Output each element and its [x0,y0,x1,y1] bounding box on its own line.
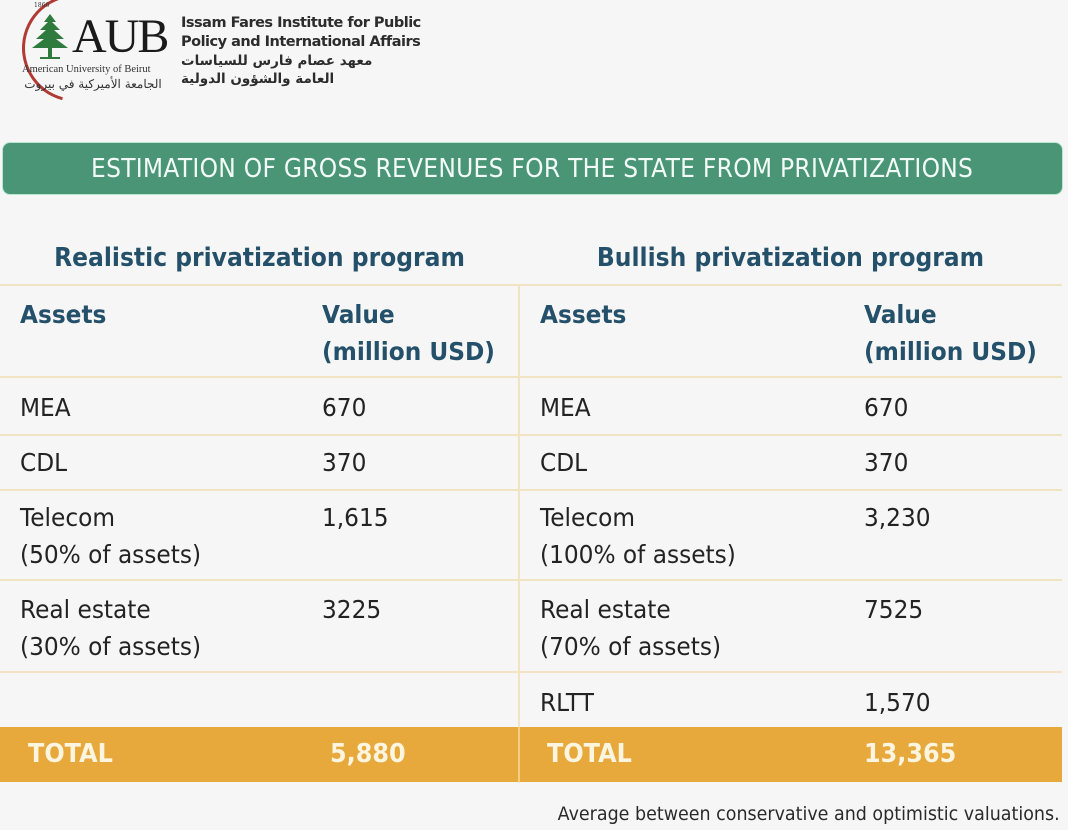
col-header-value: Value [864,300,937,329]
total-row [0,727,1062,782]
row-rule [0,489,1062,491]
column-divider [518,285,520,783]
col-header-assets: Assets [540,300,627,329]
page-title: ESTIMATION OF GROSS REVENUES FOR THE STA… [91,153,974,184]
asset-name: Real estate [540,595,671,624]
logo-year: 1866 [34,2,50,9]
cedar-tree-icon [32,14,68,59]
asset-name: CDL [20,448,68,477]
asset-name: RLTT [540,688,594,717]
asset-value: 370 [864,448,909,477]
asset-name: Telecom [540,503,635,532]
row-rule [0,434,1062,436]
asset-value: 1,615 [322,503,389,532]
total-label: TOTAL [547,739,632,769]
institute-name-en-2: Policy and International Affairs [181,34,421,50]
total-value: 5,880 [330,739,406,769]
aub-logo: 1866 AUB American University of Beirut ا… [2,0,170,122]
asset-note: (70% of assets) [540,632,722,661]
institute-name-en-1: Issam Fares Institute for Public [181,15,421,31]
footnote: Average between conservative and optimis… [557,803,1060,825]
logo-name-ar: الجامعة الأميركية في بيروت [24,77,162,91]
asset-name: Telecom [20,503,115,532]
asset-name: Real estate [20,595,151,624]
asset-note: (50% of assets) [20,540,202,569]
title-banner: ESTIMATION OF GROSS REVENUES FOR THE STA… [2,142,1063,195]
row-rule [0,579,1062,581]
asset-name: MEA [20,393,71,422]
col-header-value-unit: (million USD) [322,337,495,366]
logo-name-en: American University of Beirut [22,64,151,75]
asset-value: 7525 [864,595,924,624]
total-label: TOTAL [28,739,113,769]
asset-note: (100% of assets) [540,540,736,569]
col-header-assets: Assets [20,300,107,329]
header-rule [0,376,1062,378]
asset-name: MEA [540,393,591,422]
asset-name: CDL [540,448,588,477]
asset-value: 3225 [322,595,382,624]
total-value: 13,365 [864,739,957,769]
col-header-value: Value [322,300,395,329]
asset-value: 670 [864,393,909,422]
asset-note: (30% of assets) [20,632,202,661]
row-rule [0,671,1062,673]
asset-value: 1,570 [864,688,931,717]
institute-name: Issam Fares Institute for Public Policy … [181,14,441,88]
institute-name-ar-1: معهد عصام فارس للسياسات [181,53,373,69]
bullish-program-title: Bullish privatization program [596,243,985,273]
logo-letters: AUB [72,10,169,63]
total-divider [518,727,520,782]
table-top-rule [0,284,1062,286]
asset-value: 370 [322,448,367,477]
asset-value: 670 [322,393,367,422]
realistic-program-title: Realistic privatization program [54,243,465,273]
col-header-value-unit: (million USD) [864,337,1037,366]
asset-value: 3,230 [864,503,931,532]
institute-name-ar-2: العامة والشؤون الدولية [181,71,335,87]
